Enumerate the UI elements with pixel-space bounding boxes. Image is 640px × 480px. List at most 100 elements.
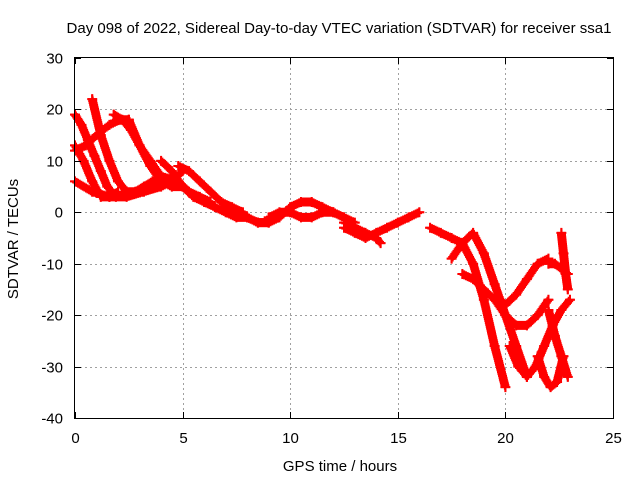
data-point [549, 258, 560, 269]
data-point [556, 263, 567, 274]
data-point [382, 222, 393, 233]
data-point [543, 305, 554, 315]
data-point [556, 351, 567, 362]
data-point [156, 155, 167, 166]
y-tick-label: 20 [46, 102, 63, 119]
data-point [425, 222, 436, 233]
series-track-22 [543, 258, 573, 279]
series-track-13 [339, 217, 386, 249]
x-tick-label: 25 [605, 430, 622, 447]
data-point [209, 202, 220, 213]
data-point [457, 269, 468, 279]
data-point [371, 233, 382, 243]
data-point [414, 207, 425, 218]
data-point [138, 186, 149, 197]
data-point [446, 253, 457, 264]
data-point [558, 248, 569, 259]
data-point [504, 341, 515, 351]
chart-title: Day 098 of 2022, Sidereal Day-to-day VTE… [67, 20, 612, 37]
data-point [532, 310, 543, 321]
data-point [435, 227, 446, 238]
data-point [562, 284, 573, 295]
data-point [104, 155, 115, 166]
y-tick-label: -30 [41, 360, 63, 377]
data-point [478, 248, 489, 259]
data-point [125, 125, 136, 135]
data-point [339, 217, 349, 228]
data-point [95, 130, 106, 141]
data-point [500, 382, 511, 393]
data-point [188, 191, 199, 202]
data-point [478, 294, 489, 305]
plot-frame [74, 57, 614, 419]
data-point [295, 197, 306, 207]
data-point [220, 207, 231, 218]
data-point [539, 371, 550, 382]
grid [75, 58, 613, 418]
data-point [205, 186, 216, 197]
x-tick-label: 20 [497, 430, 514, 447]
data-point [274, 207, 285, 218]
data-point [392, 217, 403, 228]
data-point [360, 227, 371, 238]
series-track-9 [173, 161, 248, 218]
data-point [95, 166, 106, 177]
data-marks [70, 94, 575, 393]
data-point [500, 299, 511, 310]
data-point [562, 269, 573, 279]
data-point [237, 207, 248, 218]
y-tick-label: 0 [55, 205, 63, 222]
data-point [552, 377, 563, 387]
data-point [104, 119, 115, 130]
data-point [194, 176, 205, 187]
data-point [306, 212, 317, 223]
data-point [184, 166, 195, 177]
y-tick-label: 10 [46, 154, 63, 171]
data-point [489, 289, 500, 300]
data-point [545, 382, 556, 393]
y-tick-label: 30 [46, 51, 63, 68]
data-point [500, 310, 511, 321]
data-point [166, 166, 177, 177]
data-point [446, 233, 457, 243]
data-point [134, 140, 145, 151]
data-point [532, 258, 543, 269]
x-tick-label: 0 [71, 430, 79, 447]
x-tick-label: 5 [179, 430, 187, 447]
data-point [89, 150, 100, 161]
series-track-17 [489, 253, 554, 310]
data-point [87, 94, 98, 105]
x-tick-label: 15 [390, 430, 407, 447]
data-point [147, 176, 158, 187]
data-point [513, 361, 524, 372]
data-point [521, 320, 532, 331]
x-tick-label: 10 [282, 430, 299, 447]
data-point [231, 212, 242, 223]
series-track-16 [457, 269, 554, 331]
data-point [521, 371, 532, 382]
data-point [489, 279, 500, 290]
data-point [102, 181, 113, 192]
data-point [532, 351, 543, 362]
data-point [242, 212, 253, 223]
data-point [403, 212, 414, 223]
data-point [306, 197, 317, 207]
data-point [87, 186, 98, 197]
data-point [108, 109, 119, 120]
data-point [328, 207, 339, 218]
data-point [511, 320, 522, 331]
data-point [87, 176, 98, 187]
data-point [489, 341, 500, 351]
data-point [104, 191, 115, 202]
data-point [468, 274, 479, 285]
y-tick-label: -20 [41, 308, 63, 325]
data-point [539, 341, 550, 351]
data-point [511, 289, 522, 300]
y-tick-label: -40 [41, 411, 63, 428]
data-point [173, 161, 184, 171]
data-point [121, 191, 132, 202]
data-point [457, 238, 468, 249]
data-point [78, 155, 89, 166]
